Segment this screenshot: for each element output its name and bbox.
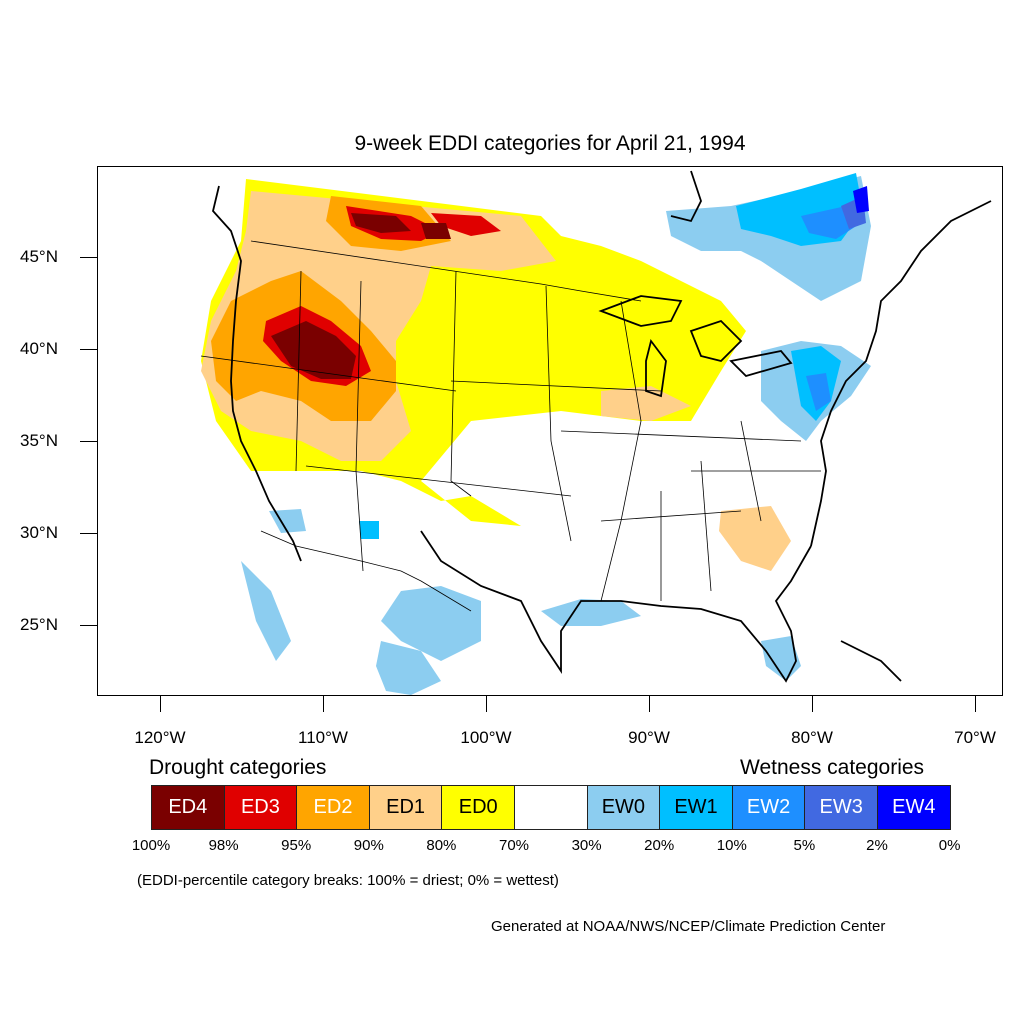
credit-text: Generated at NOAA/NWS/NCEP/Climate Predi… <box>491 918 886 935</box>
legend-break-label: 0% <box>938 837 961 854</box>
lon-tick <box>975 696 976 712</box>
region-ed4-ne <box>421 223 451 239</box>
shading-layer <box>201 173 871 695</box>
lat-label-40: 40°N <box>20 339 58 358</box>
eddi-map <box>97 166 1003 696</box>
legend-swatch-ed0: ED0 <box>441 785 515 830</box>
region-ew2-coast <box>806 373 831 411</box>
legend-break-label: 98% <box>208 837 239 854</box>
drought-categories-title: Drought categories <box>149 756 327 779</box>
lon-tick <box>323 696 324 712</box>
category-note: (EDDI-percentile category breaks: 100% =… <box>137 872 559 889</box>
legend-swatch-ew2: EW2 <box>731 785 806 830</box>
map-canvas <box>200 170 992 695</box>
legend-break-label: 70% <box>498 837 530 854</box>
lat-tick <box>80 533 97 534</box>
region-ew4 <box>853 186 869 213</box>
lon-tick <box>649 696 650 712</box>
region-ew0-tx <box>381 586 481 661</box>
lat-label-45: 45°N <box>20 247 58 266</box>
legend-break-label: 100% <box>131 837 171 854</box>
lon-label-80: 80°W <box>791 728 833 747</box>
region-ed3-ne <box>431 213 501 236</box>
region-ed1-south <box>601 386 691 421</box>
region-ew0-baja <box>241 561 291 661</box>
legend-break-label: 5% <box>793 837 816 854</box>
lat-label-35: 35°N <box>20 431 58 450</box>
map-title: 9-week EDDI categories for April 21, 199… <box>354 132 746 155</box>
legend-break-label: 20% <box>644 837 675 854</box>
legend-break-label: 90% <box>353 837 384 854</box>
region-ew0-sw <box>269 509 306 533</box>
lon-label-110: 110°W <box>298 728 348 747</box>
region-ew0-mx <box>376 641 441 695</box>
lon-label-100: 100°W <box>460 728 512 747</box>
legend-break-label: 10% <box>716 837 747 854</box>
lat-label-30: 30°N <box>20 523 58 542</box>
legend-swatch-neutral <box>514 785 588 830</box>
region-ew1-nm <box>359 521 379 539</box>
region-ed1-se <box>719 506 791 571</box>
lon-label-90: 90°W <box>628 728 670 747</box>
legend-swatch-ed3: ED3 <box>223 785 298 830</box>
legend-swatch-ew1: EW1 <box>659 785 733 830</box>
legend-break-label: 30% <box>571 837 602 854</box>
legend-swatch-ew4: EW4 <box>877 785 951 830</box>
region-ed4-north <box>351 213 411 233</box>
lon-label-120: 120°W <box>134 728 186 747</box>
legend-swatch-ed2: ED2 <box>296 785 370 830</box>
coastline-layer <box>212 170 992 683</box>
legend-break-label: 80% <box>426 837 457 854</box>
lat-tick <box>80 441 97 442</box>
legend-swatch-ew0: EW0 <box>586 785 661 830</box>
legend-swatch-ew3: EW3 <box>804 785 878 830</box>
lat-label-25: 25°N <box>20 615 58 634</box>
lon-tick <box>160 696 161 712</box>
legend-swatch-ed1: ED1 <box>368 785 443 830</box>
lat-tick <box>80 625 97 626</box>
lat-tick <box>80 349 97 350</box>
border-layer <box>200 240 821 612</box>
region-ew0-gulf <box>541 599 641 626</box>
wetness-categories-title: Wetness categories <box>740 756 925 779</box>
lat-tick <box>80 257 97 258</box>
legend-break-label: 2% <box>866 837 888 854</box>
lon-tick <box>812 696 813 712</box>
lon-label-70: 70°W <box>954 728 996 747</box>
legend-break-label: 95% <box>281 837 312 854</box>
legend-swatch-ed4: ED4 <box>151 785 225 830</box>
region-ed4 <box>271 321 356 379</box>
lon-tick <box>486 696 487 712</box>
